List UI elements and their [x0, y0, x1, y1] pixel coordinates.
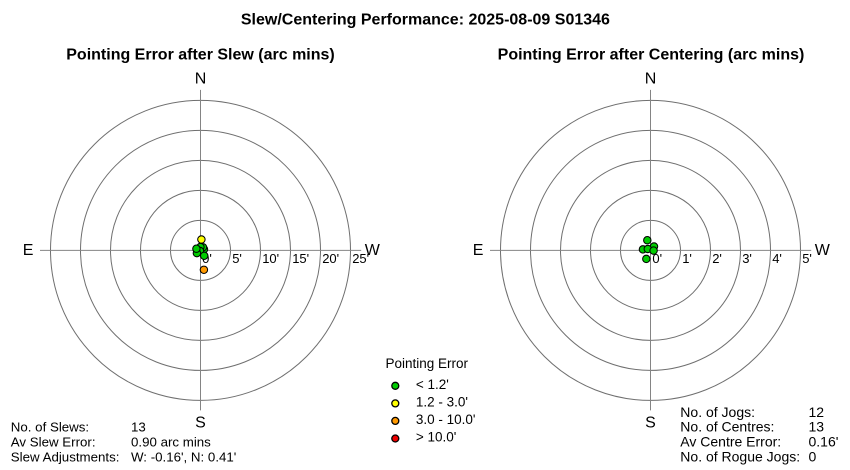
svg-text:Slew/Centering Performance: 20: Slew/Centering Performance: 2025-08-09 S…	[241, 12, 610, 29]
svg-text:S: S	[195, 415, 206, 432]
svg-text:Pointing Error: Pointing Error	[386, 356, 469, 371]
svg-text:E: E	[473, 242, 484, 259]
svg-text:10': 10'	[262, 251, 279, 266]
svg-text:W: W	[365, 242, 381, 259]
svg-text:No. of Jogs:: No. of Jogs:	[680, 404, 755, 420]
svg-text:> 10.0': > 10.0'	[416, 430, 457, 445]
svg-text:Av Slew Error:: Av Slew Error:	[11, 435, 96, 450]
svg-text:N: N	[195, 70, 207, 87]
svg-text:13: 13	[131, 420, 146, 435]
svg-text:N: N	[645, 70, 657, 87]
svg-text:W: W	[815, 242, 831, 259]
svg-text:15': 15'	[292, 251, 309, 266]
svg-text:S: S	[645, 415, 656, 432]
svg-text:< 1.2': < 1.2'	[416, 377, 449, 392]
svg-text:0: 0	[809, 448, 817, 464]
svg-text:25': 25'	[352, 251, 369, 266]
svg-text:W: -0.16', N: 0.41': W: -0.16', N: 0.41'	[131, 449, 236, 464]
svg-text:1': 1'	[682, 251, 692, 266]
svg-text:3.0 - 10.0': 3.0 - 10.0'	[416, 412, 476, 427]
svg-text:Av Centre Error:: Av Centre Error:	[680, 434, 781, 450]
svg-text:E: E	[23, 242, 34, 259]
svg-text:0': 0'	[652, 251, 662, 266]
svg-text:No. of Centres:: No. of Centres:	[680, 419, 774, 435]
svg-text:0.90 arc mins: 0.90 arc mins	[131, 435, 211, 450]
svg-text:Pointing Error after Centering: Pointing Error after Centering (arc mins…	[498, 47, 805, 64]
svg-text:Slew Adjustments:: Slew Adjustments:	[11, 449, 120, 464]
svg-text:3': 3'	[742, 251, 752, 266]
svg-text:12: 12	[809, 404, 825, 420]
svg-text:0.16': 0.16'	[809, 434, 839, 450]
svg-text:Pointing Error after Slew (arc: Pointing Error after Slew (arc mins)	[66, 47, 335, 64]
svg-text:20': 20'	[322, 251, 339, 266]
svg-text:2': 2'	[712, 251, 722, 266]
svg-text:No. of Rogue Jogs:: No. of Rogue Jogs:	[680, 448, 800, 464]
svg-text:No. of Slews:: No. of Slews:	[11, 420, 89, 435]
svg-text:5': 5'	[802, 251, 812, 266]
svg-text:5': 5'	[232, 251, 242, 266]
svg-text:4': 4'	[772, 251, 782, 266]
svg-text:13: 13	[809, 419, 825, 435]
svg-text:1.2 - 3.0': 1.2 - 3.0'	[416, 395, 468, 410]
